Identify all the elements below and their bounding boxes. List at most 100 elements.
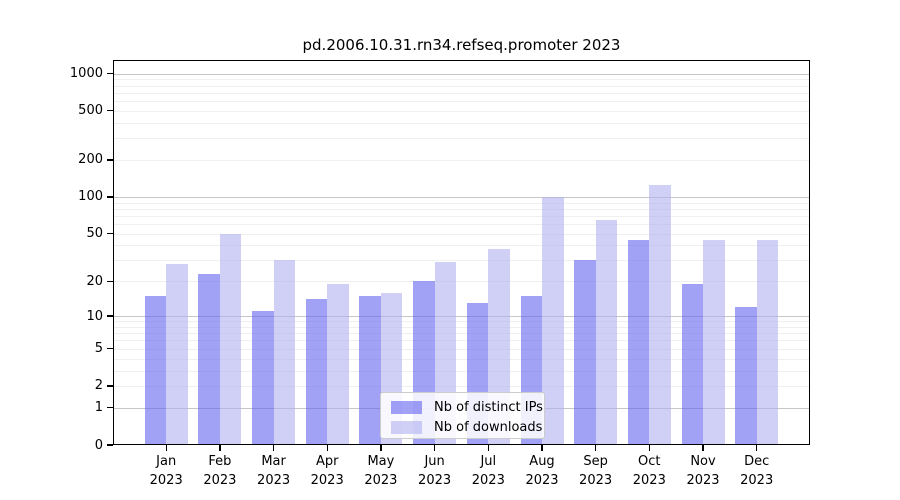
legend-label: Nb of distinct IPs — [434, 399, 543, 415]
bar-nb-of-downloads-apr-2023 — [327, 283, 349, 445]
x-tick-label: Oct 2023 — [609, 452, 689, 490]
y-tick — [107, 232, 113, 235]
bar-nb-of-distinct-ips-feb-2023 — [198, 274, 220, 445]
x-tick-label-line: Jul — [480, 454, 497, 469]
bar-nb-of-distinct-ips-nov-2023 — [681, 283, 703, 445]
y-gridline-minor — [114, 122, 809, 124]
x-tick — [702, 445, 704, 451]
x-tick-label: Mar 2023 — [234, 452, 314, 490]
x-tick-label-line: 2023 — [418, 473, 452, 488]
y-gridline-minor — [114, 358, 809, 360]
x-tick — [756, 445, 758, 451]
x-tick-label: Dec 2023 — [717, 452, 797, 490]
x-tick-label-line: 2023 — [740, 473, 774, 488]
x-tick-label-line: 2023 — [632, 473, 666, 488]
x-tick-label-line: Jan — [156, 454, 177, 469]
legend-entry-nb-of-distinct-ips: Nb of distinct IPs — [391, 399, 543, 415]
x-tick-label: Jul 2023 — [448, 452, 528, 490]
x-tick — [487, 445, 489, 451]
bar-nb-of-distinct-ips-apr-2023 — [305, 299, 328, 445]
y-gridline-minor — [114, 233, 809, 235]
y-tick — [107, 159, 113, 161]
x-tick — [272, 445, 275, 451]
x-tick-label-line: 2023 — [364, 473, 398, 488]
y-tick — [107, 72, 113, 75]
x-tick-label: May 2023 — [341, 452, 421, 490]
y-tick-label: 10 — [86, 308, 103, 324]
x-tick-label: Apr 2023 — [287, 452, 367, 490]
x-tick-label: Feb 2023 — [180, 452, 260, 490]
x-tick-label-line: Feb — [208, 454, 232, 469]
y-gridline-major — [114, 73, 809, 75]
x-tick — [433, 445, 436, 451]
y-gridline-minor — [114, 224, 809, 225]
x-tick-label-line: 2023 — [525, 473, 559, 488]
y-gridline-minor — [114, 85, 809, 87]
y-gridline-minor — [114, 202, 809, 204]
bar-nb-of-downloads-jan-2023 — [166, 264, 188, 445]
y-tick — [107, 444, 113, 446]
legend-swatch-nb-of-distinct-ips — [391, 400, 422, 414]
x-tick-label-line: 2023 — [686, 473, 720, 488]
bar-nb-of-distinct-ips-oct-2023 — [627, 240, 650, 445]
x-tick — [165, 445, 167, 451]
x-tick — [541, 445, 543, 451]
x-tick — [219, 445, 221, 451]
bar-nb-of-downloads-aug-2023 — [542, 196, 564, 445]
bar-nb-of-distinct-ips-may-2023 — [359, 295, 381, 445]
y-tick-label: 50 — [86, 226, 103, 242]
x-tick-label-line: Apr — [315, 454, 339, 469]
y-gridline-minor — [114, 101, 809, 102]
bar-nb-of-distinct-ips-mar-2023 — [252, 311, 274, 445]
x-tick-label: Aug 2023 — [502, 452, 582, 490]
y-gridline-minor — [114, 92, 809, 94]
y-gridline-minor — [114, 321, 809, 323]
chart-title: pd.2006.10.31.rn34.refseq.promoter 2023 — [302, 36, 621, 54]
x-tick-label-line: 2023 — [257, 473, 291, 488]
y-tick-label: 2 — [94, 378, 103, 394]
y-tick-label: 200 — [78, 152, 103, 168]
x-tick-label: Sep 2023 — [556, 452, 636, 490]
x-tick-label-line: Sep — [583, 454, 608, 469]
x-tick — [380, 445, 382, 451]
y-gridline-minor — [114, 208, 809, 210]
x-tick-label-line: Nov — [690, 454, 716, 469]
bar-nb-of-distinct-ips-jan-2023 — [144, 295, 167, 445]
bar-nb-of-downloads-nov-2023 — [703, 240, 725, 445]
y-tick-label: 20 — [86, 273, 103, 289]
y-tick-label: 5 — [94, 341, 103, 357]
y-gridline-minor — [114, 260, 809, 262]
y-gridline-minor — [114, 370, 809, 372]
y-tick-label: 1000 — [69, 66, 103, 81]
y-tick-label: 500 — [78, 103, 103, 119]
y-gridline-minor — [114, 215, 809, 217]
x-tick-label: Nov 2023 — [663, 452, 743, 490]
bar-nb-of-distinct-ips-dec-2023 — [735, 307, 757, 445]
x-tick-label-line: 2023 — [149, 473, 183, 488]
x-tick-label-line: Mar — [261, 454, 286, 469]
bar-nb-of-distinct-ips-sep-2023 — [574, 260, 596, 445]
x-tick — [594, 445, 597, 451]
bar-nb-of-downloads-oct-2023 — [649, 185, 671, 445]
y-gridline-minor — [114, 340, 809, 342]
x-tick-label-line: Aug — [529, 454, 555, 469]
y-tick-label: 0 — [94, 437, 103, 453]
y-gridline-minor — [114, 385, 809, 387]
y-gridline-minor — [114, 79, 809, 81]
bar-nb-of-downloads-sep-2023 — [595, 219, 618, 445]
y-tick — [107, 280, 113, 282]
y-gridline-major — [114, 316, 809, 318]
legend-swatch-nb-of-downloads — [391, 420, 422, 434]
x-tick-label-line: May — [367, 454, 395, 469]
y-gridline-minor — [114, 333, 809, 335]
y-tick — [107, 407, 113, 409]
x-tick-label-line: 2023 — [310, 473, 344, 488]
bar-nb-of-downloads-mar-2023 — [273, 260, 296, 445]
legend: Nb of distinct IPs Nb of downloads — [380, 392, 545, 439]
y-gridline-minor — [114, 245, 809, 247]
y-gridline-minor — [114, 348, 809, 350]
x-tick-label-line: Jun — [424, 454, 445, 469]
y-tick — [107, 348, 113, 350]
y-tick — [107, 196, 113, 198]
